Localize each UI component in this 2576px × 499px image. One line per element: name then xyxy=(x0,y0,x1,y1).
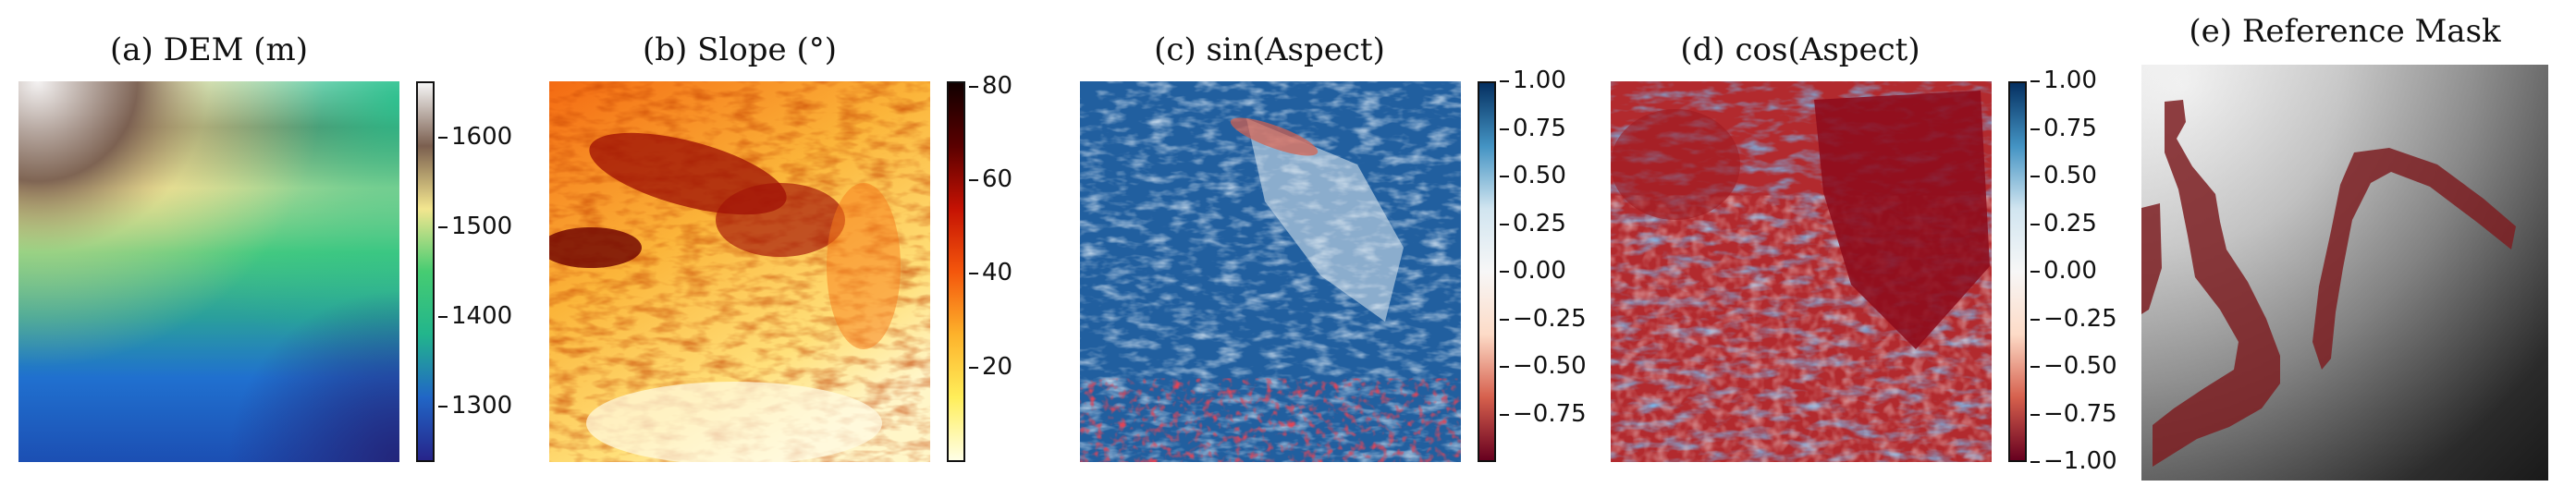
slope-tick: 20 xyxy=(968,353,1013,381)
dem-map xyxy=(18,81,399,462)
cos-aspect-tick: 1.00 xyxy=(2030,67,2097,94)
dem-tick: 1400 xyxy=(437,302,513,330)
cos-aspect-tick: −1.00 xyxy=(2030,447,2117,475)
dem-tick: 1600 xyxy=(437,123,513,151)
cos-aspect-tick: 0.50 xyxy=(2030,162,2097,189)
cos-aspect-colorbar xyxy=(2008,81,2027,462)
sin-aspect-tick: 0.75 xyxy=(1500,115,1566,142)
sin-aspect-tick: −0.50 xyxy=(1500,352,1587,380)
panel-title-dem: (a) DEM (m) xyxy=(109,31,309,68)
slope-map xyxy=(549,81,930,462)
cos-aspect-tick: −0.75 xyxy=(2030,400,2117,428)
slope-tick: 60 xyxy=(968,165,1013,193)
panel-title-sin-aspect: (c) sin(Aspect) xyxy=(1154,31,1385,68)
sin-aspect-tick: 1.00 xyxy=(1500,67,1566,94)
slope-colorbar xyxy=(947,81,965,462)
sin-aspect-tick: 0.50 xyxy=(1500,162,1566,189)
panel-title-slope: (b) Slope (°) xyxy=(643,31,837,68)
cos-aspect-map xyxy=(1611,81,1992,462)
slope-tick: 80 xyxy=(968,72,1013,100)
dem-colorbar xyxy=(416,81,435,462)
sin-aspect-colorbar xyxy=(1478,81,1496,462)
slope-tick: 40 xyxy=(968,259,1013,286)
sin-aspect-tick: 0.25 xyxy=(1500,210,1566,237)
landslide-mask xyxy=(2141,100,2516,467)
sin-aspect-tick: −0.25 xyxy=(1500,305,1587,333)
panel-title-reference-mask: (e) Reference Mask xyxy=(2189,13,2501,50)
cos-aspect-tick: −0.25 xyxy=(2030,305,2117,333)
sin-aspect-tick: 0.00 xyxy=(1500,257,1566,285)
dem-tick: 1300 xyxy=(437,392,513,420)
panel-title-cos-aspect: (d) cos(Aspect) xyxy=(1680,31,1920,68)
cos-aspect-tick: 0.25 xyxy=(2030,210,2097,237)
reference-mask-map xyxy=(2141,65,2548,481)
sin-aspect-map xyxy=(1080,81,1461,462)
sin-aspect-tick: −0.75 xyxy=(1500,400,1587,428)
cos-aspect-tick: 0.75 xyxy=(2030,115,2097,142)
cos-aspect-tick: 0.00 xyxy=(2030,257,2097,285)
dem-tick: 1500 xyxy=(437,213,513,240)
cos-aspect-tick: −0.50 xyxy=(2030,352,2117,380)
